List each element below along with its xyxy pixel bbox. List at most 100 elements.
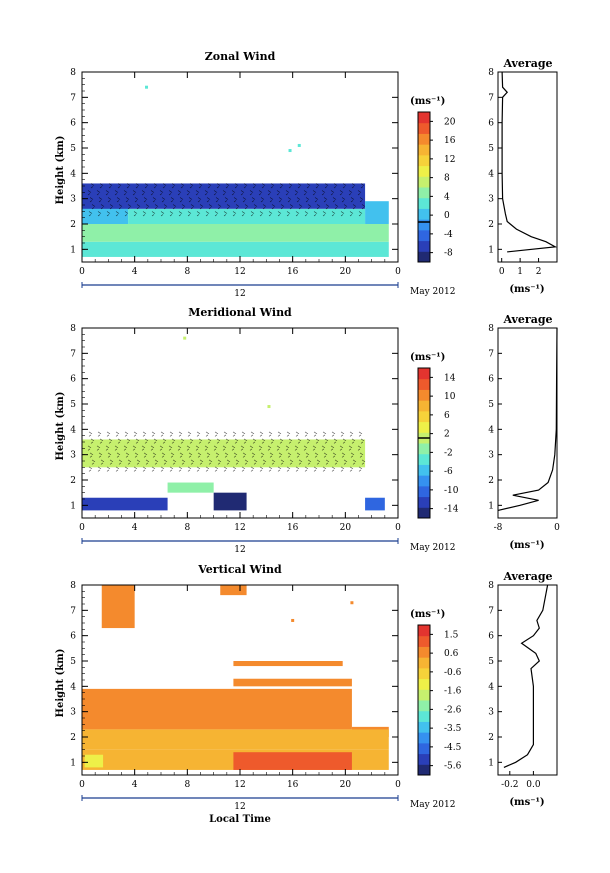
meridional-average-xlabel: (ms⁻¹) [509,540,544,551]
meridional-ytick-label-5: 6 [70,375,76,385]
zonal-average-ytick-label-5: 6 [488,119,494,129]
vertical-xtick-label-3: 12 [234,780,245,790]
meridional-date-label: May 2012 [410,543,455,553]
zonal-ytick-label-5: 6 [70,119,76,129]
zonal-colorbar-cell-2 [418,229,430,242]
vertical-xlabel: Local Time [209,814,271,825]
zonal-colorbar-cell-7 [418,176,430,188]
zonal-xtick-label-1: 4 [132,267,138,277]
vertical-ytick-label-4: 5 [70,657,76,667]
zonal-colorbar-cell-9 [418,154,430,167]
meridional-ytick-label-0: 1 [70,501,76,511]
zonal-xtick-label-3: 12 [234,267,245,277]
zonal-band-4 [82,183,366,209]
zonal-wind-colorbar-unit: (ms⁻¹) [410,96,445,107]
meridional-colorbar-label-1: -10 [444,486,459,496]
zonal-date-day: 12 [234,289,245,299]
zonal-colorbar-label-7: 20 [444,117,456,127]
vertical-band-8 [101,585,135,629]
vertical-band-0 [82,688,352,730]
vertical-average-xtick-label-0: -0.2 [501,780,518,790]
meridional-band-2 [213,492,247,511]
zonal-colorbar-cell-11 [418,133,430,145]
zonal-colorbar-label-4: 8 [444,174,450,184]
meridional-xtick-label-4: 16 [287,523,299,533]
zonal-contour-hatch [87,183,366,217]
zonal-average-xtick-label-1: 1 [517,267,523,277]
vertical-xtick-label-4: 16 [287,780,299,790]
zonal-xtick-label-4: 16 [287,267,299,277]
vertical-colorbar-cell-8 [418,678,430,690]
meridional-colorbar-label-3: -2 [444,448,453,458]
meridional-colorbar-label-2: -6 [444,467,453,477]
zonal-average-ytick-label-0: 1 [488,245,494,255]
zonal-ylabel: Height (km) [55,136,66,205]
meridional-colorbar-cell-0 [418,507,430,519]
meridional-colorbar-label-0: -14 [444,505,459,515]
zonal-colorbar-label-5: 12 [444,155,455,165]
meridional-xtick-label-6: 0 [395,523,401,533]
meridional-colorbar-frame [417,367,431,519]
meridional-colorbar-label-5: 6 [444,411,450,421]
vertical-average-title: Average [502,570,552,583]
meridional-band-3 [167,482,214,493]
meridional-average-ytick-label-0: 1 [488,501,494,511]
vertical-average-ytick-label-6: 7 [488,606,494,616]
zonal-band-1 [82,224,389,242]
vertical-band-6 [233,678,352,687]
zonal-average-xtick-label-2: 2 [536,267,542,277]
meridional-average-ytick-label-4: 5 [488,400,494,410]
zonal-colorbar-label-2: 0 [444,211,450,221]
meridional-colorbar-cell-5 [418,453,430,465]
meridional-xtick-label-2: 8 [184,523,190,533]
meridional-band-1 [82,497,168,511]
vertical-colorbar-cell-13 [418,625,430,637]
vertical-xtick-label-1: 4 [132,780,138,790]
vertical-colorbar-label-6: 0.6 [444,649,459,659]
meridional-colorbar-cell-2 [418,485,430,498]
zonal-xtick-label-2: 8 [184,267,190,277]
vertical-colorbar-label-2: -3.5 [444,724,462,734]
vertical-colorbar-cell-0 [418,764,430,776]
meridional-band-0 [82,439,366,468]
vertical-colorbar-label-5: -0.6 [444,668,462,678]
zonal-xtick-label-0: 0 [79,267,85,277]
meridional-colorbar-cell-6 [418,443,430,455]
zonal-band-3 [128,208,366,224]
zonal-ytick-label-1: 2 [70,220,76,230]
meridional-colorbar-cell-12 [418,378,430,390]
zonal-colorbar-label-1: -4 [444,230,453,240]
meridional-average-profile-line [497,327,558,511]
vertical-average-xlabel: (ms⁻¹) [509,797,544,808]
vertical-xtick-label-0: 0 [79,780,85,790]
zonal-band-0 [82,241,389,257]
meridional-average-ytick-label-1: 2 [488,476,494,486]
vertical-ylabel: Height (km) [55,649,66,718]
vertical-ytick-label-1: 2 [70,733,76,743]
vertical-band-4 [84,754,104,768]
meridional-colorbar-cell-13 [418,368,430,380]
zonal-wind-panel: Zonal Wind (ms⁻¹) Average (ms⁻¹) May 201… [55,50,558,299]
meridional-colorbar-label-7: 14 [444,373,456,383]
zonal-average-ytick-label-3: 4 [488,169,494,179]
meridional-ytick-label-1: 2 [70,476,76,486]
zonal-average-xlabel: (ms⁻¹) [509,284,544,295]
vertical-ytick-label-2: 3 [70,708,76,718]
vertical-ytick-label-5: 6 [70,632,76,642]
vertical-colorbar-cell-12 [418,635,430,647]
zonal-ytick-label-0: 1 [70,245,76,255]
meridional-ytick-label-6: 7 [70,349,76,359]
meridional-colorbar-label-4: 2 [444,430,450,440]
vertical-ytick-label-3: 4 [70,682,76,692]
zonal-average-frame [497,71,558,263]
meridional-colorbar-cell-4 [418,464,430,476]
vertical-wind-colorbar-unit: (ms⁻¹) [410,609,445,620]
zonal-point-2 [297,143,301,147]
meridional-average-xtick-label-0: -8 [494,523,503,533]
vertical-colorbar-label-1: -4.5 [444,743,462,753]
meridional-colorbar-cell-1 [418,496,430,508]
meridional-colorbar-cell-3 [418,475,430,487]
meridional-average-ytick-label-7: 8 [488,324,494,334]
zonal-colorbar-cell-4 [418,208,430,220]
vertical-colorbar-label-7: 1.5 [444,630,459,640]
